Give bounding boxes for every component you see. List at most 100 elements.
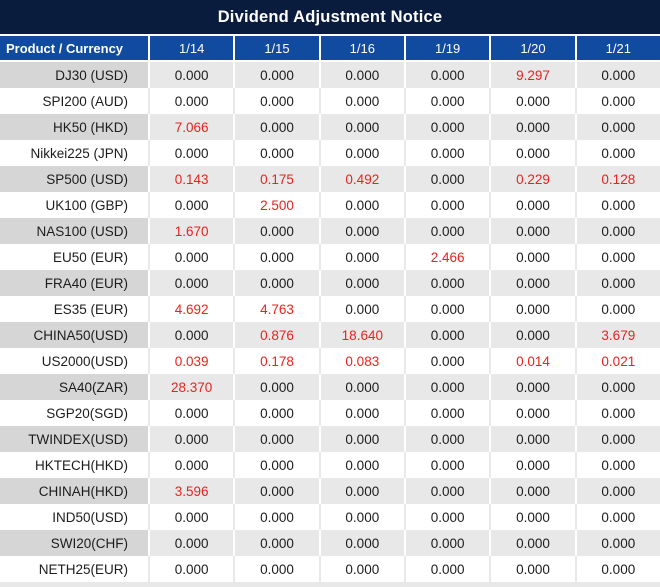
value-cell: 0.000 bbox=[403, 348, 490, 374]
value-cell-highlighted: 0.039 bbox=[148, 348, 234, 374]
table-row: IND50(USD) 0.000 0.000 0.000 0.000 0.000 0.000 bbox=[0, 504, 660, 530]
value-cell: 0.000 bbox=[148, 452, 234, 478]
value-cell: 0.000 bbox=[148, 530, 234, 556]
value-cell: 0.000 bbox=[403, 114, 490, 140]
table-row: CHINA50(USD) 0.000 0.876 18.640 0.000 0.000 3.… bbox=[0, 322, 660, 348]
value-cell-highlighted: 0.492 bbox=[318, 166, 404, 192]
column-header-date: 1/15 bbox=[233, 36, 319, 62]
value-cell: 0.000 bbox=[233, 556, 319, 582]
value-cell: 0.000 bbox=[403, 556, 490, 582]
value-cell: 0.000 bbox=[318, 244, 404, 270]
value-cell: 0.000 bbox=[489, 374, 575, 400]
value-cell: 0.000 bbox=[489, 530, 575, 556]
value-cell: 0.000 bbox=[574, 62, 660, 88]
value-cell: 0.000 bbox=[233, 452, 319, 478]
value-cell: 0.000 bbox=[233, 114, 319, 140]
value-cell-highlighted: 1.670 bbox=[148, 218, 234, 244]
value-cell: 0.000 bbox=[574, 244, 660, 270]
value-cell: 0.000 bbox=[148, 426, 234, 452]
value-cell: 0.000 bbox=[233, 62, 319, 88]
value-cell: 0.000 bbox=[318, 400, 404, 426]
value-cell: 0.000 bbox=[148, 322, 234, 348]
value-cell-highlighted: 3.679 bbox=[574, 322, 660, 348]
product-cell: SA40(ZAR) bbox=[0, 374, 148, 400]
page-title: Dividend Adjustment Notice bbox=[217, 7, 443, 26]
value-cell: 0.000 bbox=[489, 556, 575, 582]
value-cell: 0.000 bbox=[574, 452, 660, 478]
value-cell: 0.000 bbox=[148, 192, 234, 218]
value-cell: 0.000 bbox=[489, 504, 575, 530]
value-cell: 0.000 bbox=[403, 140, 490, 166]
value-cell: 0.000 bbox=[489, 140, 575, 166]
value-cell: 0.000 bbox=[318, 192, 404, 218]
value-cell-highlighted: 4.763 bbox=[233, 296, 319, 322]
table-row: HKTECH(HKD) 0.000 0.000 0.000 0.000 0.000 0.00… bbox=[0, 452, 660, 478]
column-header-date: 1/19 bbox=[403, 36, 490, 62]
value-cell: 0.000 bbox=[574, 218, 660, 244]
value-cell: 0.000 bbox=[489, 426, 575, 452]
value-cell: 0.000 bbox=[318, 504, 404, 530]
value-cell-highlighted: 0.143 bbox=[148, 166, 234, 192]
value-cell: 0.000 bbox=[403, 192, 490, 218]
value-cell: 0.000 bbox=[403, 530, 490, 556]
value-cell-highlighted: 0.014 bbox=[489, 348, 575, 374]
table-row: SGP20(SGD) 0.000 0.000 0.000 0.000 0.000 0.000 bbox=[0, 400, 660, 426]
value-cell: 0.000 bbox=[148, 244, 234, 270]
value-cell: 0.000 bbox=[574, 114, 660, 140]
value-cell: 0.000 bbox=[574, 504, 660, 530]
table-row: UK100 (GBP) 0.000 2.500 0.000 0.000 0.000 0.00… bbox=[0, 192, 660, 218]
value-cell: 0.000 bbox=[574, 374, 660, 400]
value-cell: 0.000 bbox=[574, 400, 660, 426]
value-cell: 0.000 bbox=[403, 478, 490, 504]
value-cell: 0.000 bbox=[489, 400, 575, 426]
product-cell: SPI200 (AUD) bbox=[0, 88, 148, 114]
value-cell: 0.000 bbox=[403, 296, 490, 322]
value-cell: 0.000 bbox=[489, 322, 575, 348]
value-cell: 0.000 bbox=[574, 192, 660, 218]
value-cell-highlighted: 0.229 bbox=[489, 166, 575, 192]
column-header-product: Product / Currency bbox=[0, 36, 148, 62]
value-cell: 0.000 bbox=[403, 400, 490, 426]
product-cell: NAS100 (USD) bbox=[0, 218, 148, 244]
value-cell: 0.000 bbox=[403, 62, 490, 88]
value-cell: 0.000 bbox=[233, 218, 319, 244]
product-cell: IND50(USD) bbox=[0, 504, 148, 530]
value-cell: 0.000 bbox=[489, 244, 575, 270]
value-cell: 0.000 bbox=[403, 270, 490, 296]
value-cell: 0.000 bbox=[148, 140, 234, 166]
value-cell: 0.000 bbox=[489, 192, 575, 218]
table-row: SA40(ZAR) 28.370 0.000 0.000 0.000 0.000 0.000 bbox=[0, 374, 660, 400]
value-cell: 0.000 bbox=[574, 140, 660, 166]
value-cell: 0.000 bbox=[489, 296, 575, 322]
value-cell: 0.000 bbox=[403, 452, 490, 478]
value-cell: 0.000 bbox=[318, 426, 404, 452]
value-cell: 0.000 bbox=[233, 478, 319, 504]
value-cell-highlighted: 2.500 bbox=[233, 192, 319, 218]
table-row: NAS100 (USD) 1.670 0.000 0.000 0.000 0.000 0.0… bbox=[0, 218, 660, 244]
value-cell-highlighted: 0.128 bbox=[574, 166, 660, 192]
value-cell-highlighted: 3.596 bbox=[148, 478, 234, 504]
product-cell: Nikkei225 (JPN) bbox=[0, 140, 148, 166]
table-row: Nikkei225 (JPN) 0.000 0.000 0.000 0.000 0.000… bbox=[0, 140, 660, 166]
value-cell-highlighted: 0.175 bbox=[233, 166, 319, 192]
table-row: NETH25(EUR) 0.000 0.000 0.000 0.000 0.000 0.00… bbox=[0, 556, 660, 582]
value-cell: 0.000 bbox=[318, 556, 404, 582]
title-bar: Dividend Adjustment Notice bbox=[0, 0, 660, 36]
value-cell: 0.000 bbox=[148, 270, 234, 296]
value-cell: 0.000 bbox=[318, 218, 404, 244]
table-row: US2000(USD) 0.039 0.178 0.083 0.000 0.014 0.02… bbox=[0, 348, 660, 374]
value-cell-highlighted: 18.640 bbox=[318, 322, 404, 348]
product-cell: TWINDEX(USD) bbox=[0, 426, 148, 452]
value-cell: 0.000 bbox=[403, 166, 490, 192]
value-cell: 0.000 bbox=[148, 88, 234, 114]
value-cell: 0.000 bbox=[148, 556, 234, 582]
value-cell: 0.000 bbox=[489, 114, 575, 140]
table-row: DJ30 (USD) 0.000 0.000 0.000 0.000 9.297 0.000 bbox=[0, 62, 660, 88]
product-cell: HK50 (HKD) bbox=[0, 114, 148, 140]
value-cell-highlighted: 0.021 bbox=[574, 348, 660, 374]
value-cell: 0.000 bbox=[318, 530, 404, 556]
value-cell: 0.000 bbox=[233, 270, 319, 296]
table-header: Product / Currency 1/14 1/15 1/16 1/19 1/20 1/… bbox=[0, 36, 660, 62]
value-cell: 0.000 bbox=[403, 426, 490, 452]
